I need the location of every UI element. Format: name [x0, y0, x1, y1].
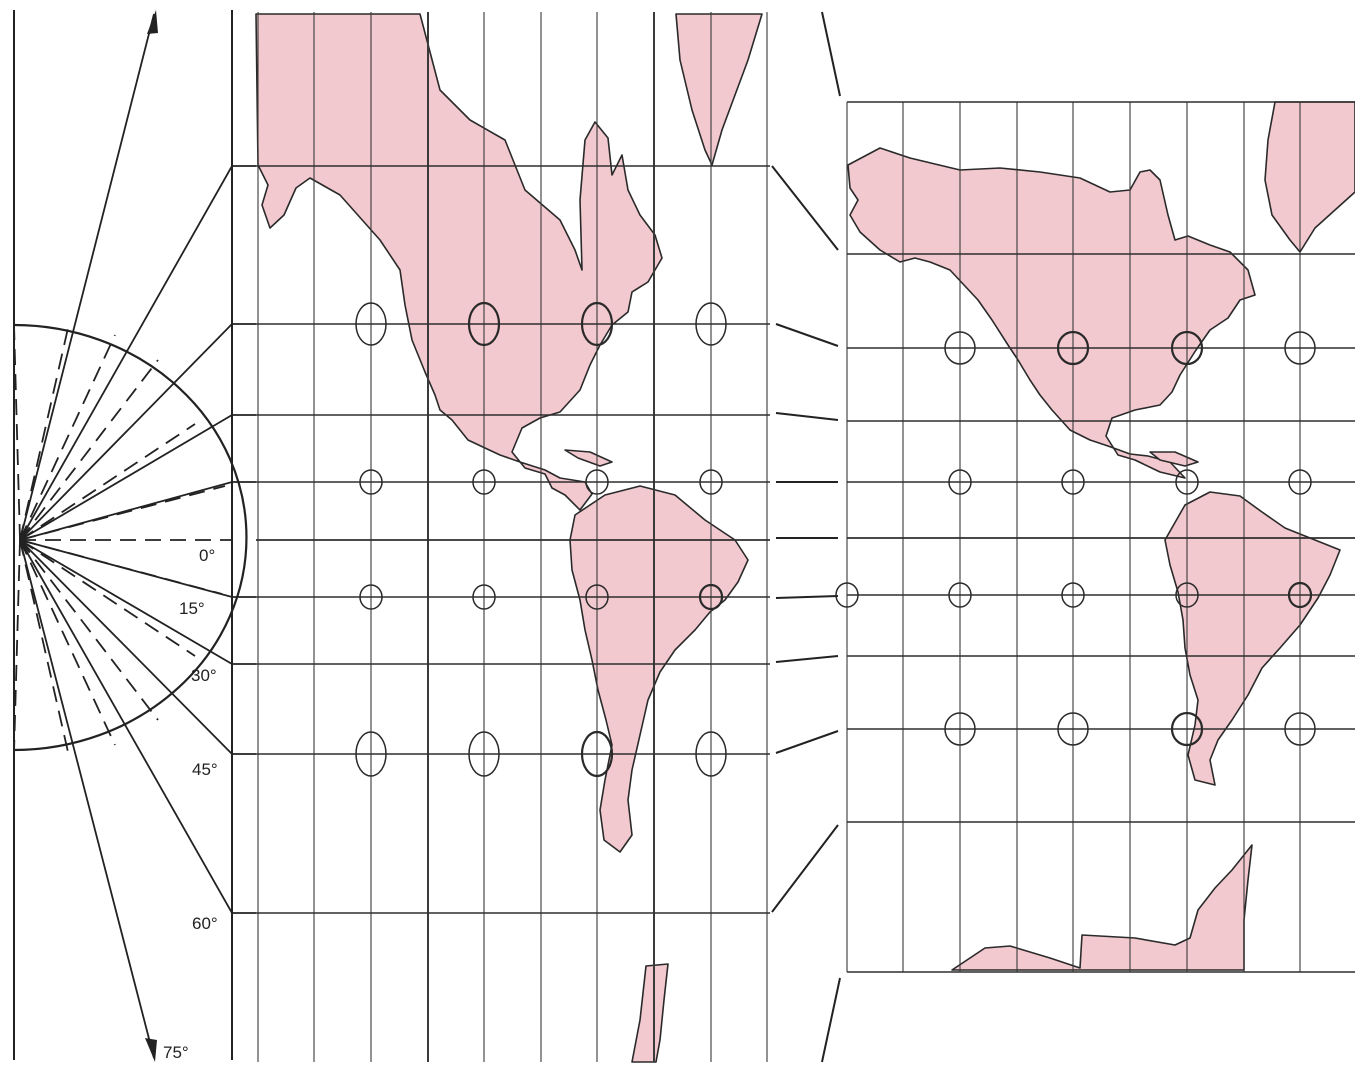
tissot-indicatrix — [1284, 331, 1316, 365]
tissot-indicatrix — [355, 302, 387, 346]
gall-map — [835, 101, 1355, 973]
greenland-landmass — [1264, 101, 1355, 253]
mercator-map — [255, 12, 770, 1063]
south-america-landmass — [1164, 491, 1341, 786]
tissot-indicatrix — [1056, 330, 1090, 366]
mercator-meridians — [257, 12, 768, 1062]
latitude-label-45: 45° — [192, 760, 218, 779]
tissot-indicatrix — [1061, 582, 1085, 608]
tissot-indicatrix — [1175, 469, 1199, 495]
tissot-indicatrix — [467, 301, 501, 347]
projected-parallel-lines — [19, 165, 256, 914]
latitude-label-15: 15° — [179, 599, 205, 618]
projection-connector-lines — [771, 11, 841, 1063]
cuba-island — [1149, 451, 1199, 467]
tissot-indicatrix — [1175, 582, 1199, 608]
tissot-indicatrix — [1170, 711, 1204, 747]
tissot-indicatrix — [695, 731, 727, 777]
latitude-label-30: 30° — [191, 666, 217, 685]
latitude-label-60: 60° — [192, 914, 218, 933]
tissot-indicatrix — [359, 469, 383, 495]
arrowhead-south-icon — [145, 1038, 157, 1062]
cuba-island — [564, 449, 613, 467]
tissot-indicatrix — [699, 469, 723, 495]
ray-75-south — [19, 539, 155, 1059]
north-america-landmass — [847, 147, 1256, 479]
tissot-indicatrix — [1061, 469, 1085, 495]
north-america-landmass — [255, 13, 663, 511]
construction-semicircle — [13, 323, 248, 752]
gall-parallels — [847, 101, 1355, 973]
tissot-indicatrix — [948, 469, 972, 495]
tissot-indicatrix — [1284, 712, 1316, 746]
tissot-indicatrix — [472, 584, 496, 610]
gall-meridians — [846, 102, 1301, 972]
tissot-indicatrix — [472, 469, 496, 495]
tissot-indicatrix — [1057, 712, 1089, 746]
tissot-indicatrix — [948, 582, 972, 608]
tissot-indicatrix — [835, 582, 859, 608]
tissot-indicatrix — [585, 584, 609, 610]
dashed-construction-rays — [13, 324, 232, 753]
tissot-indicatrix — [580, 730, 614, 778]
tissot-indicatrix — [944, 712, 976, 746]
tissot-indicatrix — [1287, 581, 1313, 609]
arrowhead-north-icon — [147, 10, 158, 34]
mercator-distortion-ellipses — [355, 301, 727, 778]
mercator-parallels — [256, 165, 770, 914]
latitude-label-0: 0° — [199, 546, 215, 565]
tissot-indicatrix — [1170, 330, 1204, 366]
latitude-labels: 0° 15° 30° 45° 60° 75° — [163, 546, 218, 1062]
tissot-indicatrix — [1288, 469, 1312, 495]
construction-diagram: 0° 15° 30° 45° 60° 75° — [13, 10, 256, 1062]
tissot-indicatrix — [698, 583, 724, 611]
tissot-indicatrix — [580, 301, 614, 347]
greenland-landmass — [675, 13, 763, 166]
tissot-indicatrix — [585, 469, 609, 495]
antarctica-landmass — [951, 844, 1253, 971]
tissot-indicatrix — [359, 584, 383, 610]
ray-75-north — [19, 13, 155, 541]
latitude-label-75: 75° — [163, 1043, 189, 1062]
tissot-indicatrix — [944, 331, 976, 365]
antarctic-peninsula-landmass — [631, 963, 669, 1063]
gall-distortion-circles — [835, 330, 1316, 747]
tissot-indicatrix — [468, 731, 500, 777]
tissot-indicatrix — [695, 302, 727, 346]
tissot-indicatrix — [355, 731, 387, 777]
